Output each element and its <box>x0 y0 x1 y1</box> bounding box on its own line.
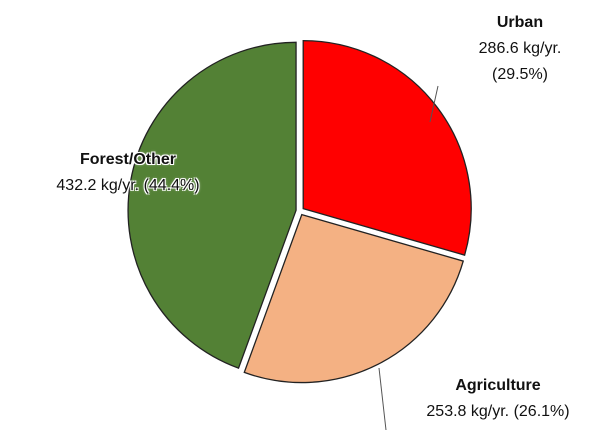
pie-slice <box>243 213 465 384</box>
slice-label: Urban 286.6 kg/yr.(29.5%) <box>450 10 590 88</box>
category-label: Forest/Other <box>79 151 176 168</box>
value-label: 253.8 kg/yr. (26.1%) <box>426 403 570 420</box>
pie-slice <box>127 41 297 369</box>
value-label: 286.6 kg/yr.(29.5%) <box>478 40 562 83</box>
slice-label: Agriculture 253.8 kg/yr. (26.1%) <box>390 373 606 425</box>
category-label: Agriculture <box>455 377 541 394</box>
pie-slice <box>302 39 472 256</box>
leader-line <box>378 367 387 430</box>
leader-line <box>429 85 439 123</box>
value-label: 432.2 kg/yr. (44.4%) <box>56 177 200 194</box>
category-label: Urban <box>496 14 544 31</box>
slice-label: Forest/Other 432.2 kg/yr. (44.4%) <box>0 147 256 199</box>
